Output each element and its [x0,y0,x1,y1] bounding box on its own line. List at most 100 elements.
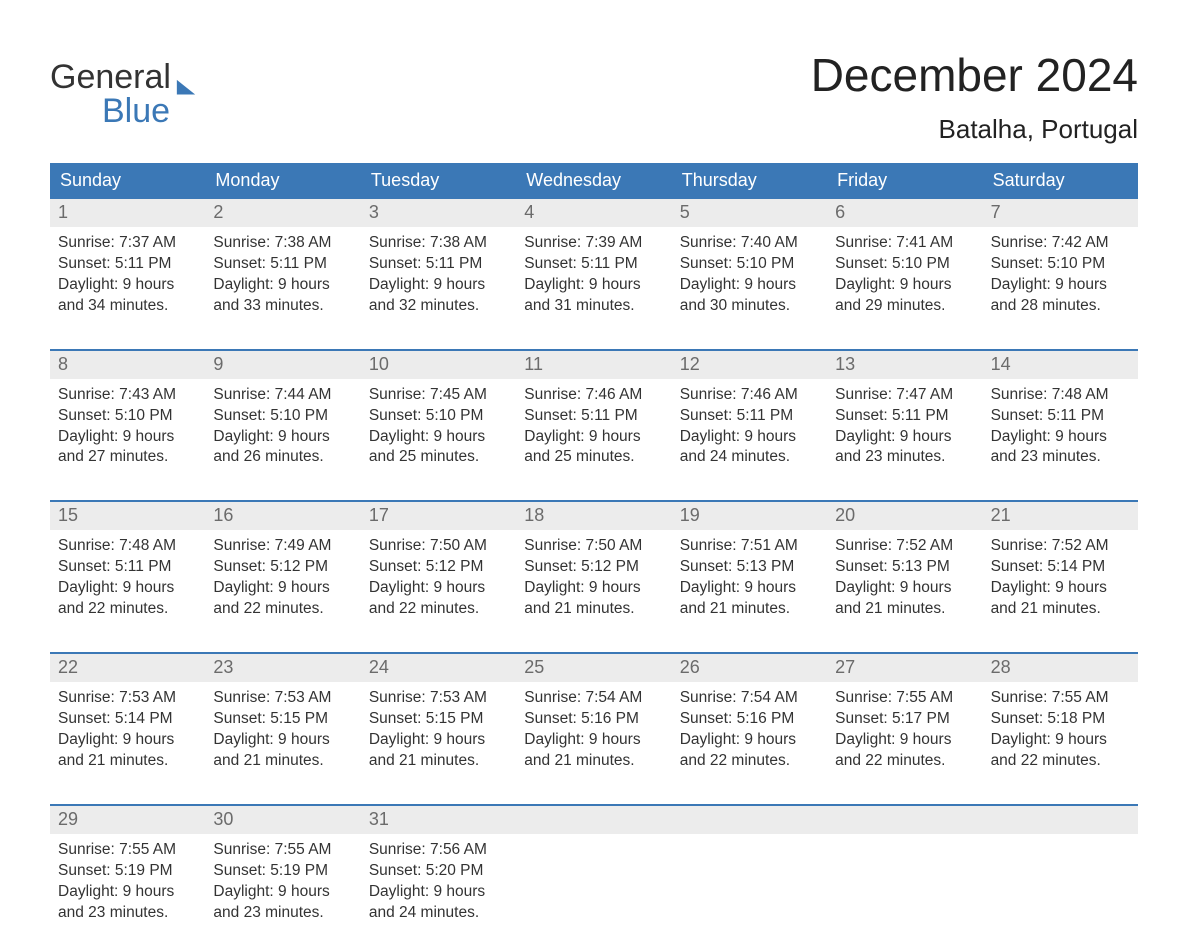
daylight-line2: and 33 minutes. [213,296,352,317]
dow-saturday: Saturday [983,163,1138,199]
day-number: 19 [672,502,827,530]
day-cell: Sunrise: 7:41 AMSunset: 5:10 PMDaylight:… [827,227,982,331]
daylight-line1: Daylight: 9 hours [524,275,663,296]
daylight-line2: and 21 minutes. [213,751,352,772]
day-number: 8 [50,351,205,379]
weeks-container: 1234567Sunrise: 7:37 AMSunset: 5:11 PMDa… [50,199,1138,937]
sunrise-line: Sunrise: 7:39 AM [524,233,663,254]
day-cell: Sunrise: 7:49 AMSunset: 5:12 PMDaylight:… [205,530,360,634]
daylight-line2: and 29 minutes. [835,296,974,317]
day-cell: Sunrise: 7:55 AMSunset: 5:18 PMDaylight:… [983,682,1138,786]
day-number: 11 [516,351,671,379]
daylight-line2: and 23 minutes. [835,447,974,468]
brand-line1-wrap: General [50,60,197,94]
day-number [672,806,827,834]
daylight-line2: and 21 minutes. [524,751,663,772]
sunrise-line: Sunrise: 7:55 AM [835,688,974,709]
day-number: 12 [672,351,827,379]
day-cell: Sunrise: 7:51 AMSunset: 5:13 PMDaylight:… [672,530,827,634]
daylight-line2: and 22 minutes. [991,751,1130,772]
day-cell: Sunrise: 7:52 AMSunset: 5:13 PMDaylight:… [827,530,982,634]
sunrise-line: Sunrise: 7:51 AM [680,536,819,557]
daylight-line1: Daylight: 9 hours [991,578,1130,599]
flag-icon [175,72,197,94]
day-number: 29 [50,806,205,834]
sunrise-line: Sunrise: 7:55 AM [58,840,197,861]
daylight-line1: Daylight: 9 hours [835,578,974,599]
sunrise-line: Sunrise: 7:54 AM [680,688,819,709]
daylight-line1: Daylight: 9 hours [680,730,819,751]
day-cell [983,834,1138,937]
day-number: 25 [516,654,671,682]
daylight-line2: and 22 minutes. [680,751,819,772]
daylight-line2: and 21 minutes. [991,599,1130,620]
day-number: 22 [50,654,205,682]
daylight-line2: and 21 minutes. [524,599,663,620]
day-number: 26 [672,654,827,682]
sunset-line: Sunset: 5:16 PM [680,709,819,730]
day-number [983,806,1138,834]
calendar-week: 1234567Sunrise: 7:37 AMSunset: 5:11 PMDa… [50,199,1138,331]
daylight-line1: Daylight: 9 hours [524,578,663,599]
daylight-line2: and 21 minutes. [369,751,508,772]
daylight-line2: and 21 minutes. [58,751,197,772]
sunrise-line: Sunrise: 7:55 AM [991,688,1130,709]
daylight-line2: and 22 minutes. [213,599,352,620]
daylight-line2: and 34 minutes. [58,296,197,317]
day-cell: Sunrise: 7:55 AMSunset: 5:19 PMDaylight:… [205,834,360,937]
sunset-line: Sunset: 5:14 PM [58,709,197,730]
sunrise-line: Sunrise: 7:50 AM [524,536,663,557]
sunset-line: Sunset: 5:20 PM [369,861,508,882]
daylight-line2: and 27 minutes. [58,447,197,468]
sunset-line: Sunset: 5:19 PM [58,861,197,882]
sunset-line: Sunset: 5:11 PM [524,254,663,275]
day-number: 7 [983,199,1138,227]
daylight-line1: Daylight: 9 hours [369,882,508,903]
sunrise-line: Sunrise: 7:48 AM [991,385,1130,406]
day-cell [516,834,671,937]
sunrise-line: Sunrise: 7:52 AM [835,536,974,557]
sunset-line: Sunset: 5:12 PM [213,557,352,578]
daylight-line2: and 22 minutes. [58,599,197,620]
day-cell: Sunrise: 7:54 AMSunset: 5:16 PMDaylight:… [516,682,671,786]
day-cell: Sunrise: 7:45 AMSunset: 5:10 PMDaylight:… [361,379,516,483]
dow-monday: Monday [205,163,360,199]
sunset-line: Sunset: 5:15 PM [369,709,508,730]
day-cell: Sunrise: 7:55 AMSunset: 5:19 PMDaylight:… [50,834,205,937]
sunset-line: Sunset: 5:10 PM [835,254,974,275]
sunrise-line: Sunrise: 7:54 AM [524,688,663,709]
day-cell: Sunrise: 7:46 AMSunset: 5:11 PMDaylight:… [672,379,827,483]
day-cell: Sunrise: 7:54 AMSunset: 5:16 PMDaylight:… [672,682,827,786]
day-cell [672,834,827,937]
daylight-line1: Daylight: 9 hours [991,730,1130,751]
day-number: 5 [672,199,827,227]
daylight-line1: Daylight: 9 hours [213,882,352,903]
sunset-line: Sunset: 5:10 PM [680,254,819,275]
daylight-line2: and 22 minutes. [369,599,508,620]
day-number: 18 [516,502,671,530]
sunset-line: Sunset: 5:11 PM [213,254,352,275]
sunrise-line: Sunrise: 7:43 AM [58,385,197,406]
sunrise-line: Sunrise: 7:41 AM [835,233,974,254]
sunset-line: Sunset: 5:13 PM [835,557,974,578]
month-title: December 2024 [811,48,1138,102]
daylight-line1: Daylight: 9 hours [58,427,197,448]
daylight-line2: and 25 minutes. [524,447,663,468]
daylight-line1: Daylight: 9 hours [991,427,1130,448]
sunset-line: Sunset: 5:11 PM [58,557,197,578]
day-cell: Sunrise: 7:56 AMSunset: 5:20 PMDaylight:… [361,834,516,937]
sunrise-line: Sunrise: 7:44 AM [213,385,352,406]
sunrise-line: Sunrise: 7:38 AM [213,233,352,254]
day-number: 10 [361,351,516,379]
daylight-line1: Daylight: 9 hours [369,427,508,448]
day-number: 30 [205,806,360,834]
day-number: 2 [205,199,360,227]
sunset-line: Sunset: 5:10 PM [213,406,352,427]
day-cell: Sunrise: 7:48 AMSunset: 5:11 PMDaylight:… [983,379,1138,483]
daylight-line1: Daylight: 9 hours [58,578,197,599]
brand-line2: Blue [50,94,197,128]
day-number: 16 [205,502,360,530]
sunset-line: Sunset: 5:10 PM [369,406,508,427]
daylight-line1: Daylight: 9 hours [991,275,1130,296]
sunset-line: Sunset: 5:17 PM [835,709,974,730]
